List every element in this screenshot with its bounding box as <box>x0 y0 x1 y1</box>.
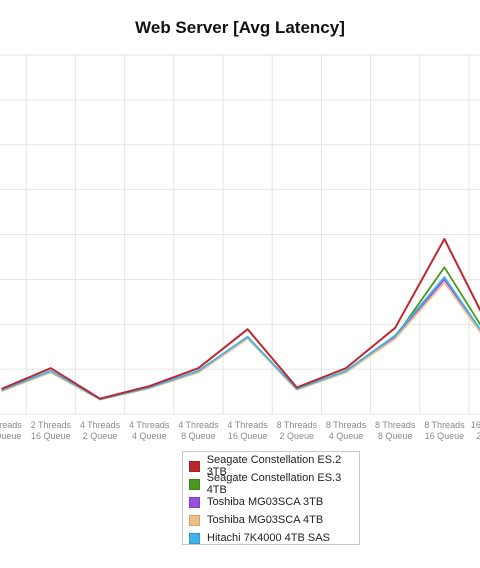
legend-label: Seagate Constellation ES.2 3TB <box>206 454 342 478</box>
legend-swatch <box>189 460 200 472</box>
legend-item[interactable]: Toshiba MG03SCA 4TB <box>189 511 359 529</box>
legend-swatch <box>189 514 200 526</box>
legend-item[interactable]: Hitachi 7K4000 4TB SAS <box>189 529 359 547</box>
series-line-5 <box>1 276 480 401</box>
grid-lines <box>0 54 480 415</box>
x-tick-label: 8 Threads 16 Queue <box>424 420 465 441</box>
x-tick-label: 8 Threads 4 Queue <box>326 420 367 441</box>
chart-title: Web Server [Avg Latency] <box>135 18 345 37</box>
x-tick-label: 4 Threads 4 Queue <box>129 420 170 441</box>
x-tick-label: 4 Threads 16 Queue <box>227 420 268 441</box>
legend-swatch <box>189 496 200 508</box>
legend-item[interactable]: Seagate Constellation ES.2 3TB <box>189 454 359 478</box>
legend-swatch <box>189 532 200 544</box>
series-line-2 <box>1 266 480 401</box>
x-tick-label: 8 Threads 8 Queue <box>375 420 416 441</box>
x-tick-label: 8 Threads 2 Queue <box>277 420 318 441</box>
legend-label: Toshiba MG03SCA 3TB <box>207 496 324 508</box>
legend-label: Hitachi 7K4000 4TB SAS <box>207 532 330 544</box>
series-lines <box>1 238 480 401</box>
legend-label: Toshiba MG03SCA 4TB <box>207 514 324 526</box>
x-tick-label: 2 Threads 16 Queue <box>31 420 72 441</box>
legend-label: Seagate Constellation ES.3 4TB <box>206 472 342 496</box>
series-line-1 <box>1 238 480 400</box>
legend-item[interactable]: Seagate Constellation ES.3 4TB <box>189 472 359 496</box>
x-tick-label: 4 Threads 8 Queue <box>178 420 219 441</box>
legend-swatch <box>189 478 200 490</box>
legend-item[interactable]: Toshiba MG03SCA 3TB <box>189 493 359 511</box>
legend: Seagate Constellation ES.2 3TB Seagate Co… <box>182 451 360 545</box>
x-tick-label: 4 Threads 2 Queue <box>80 420 121 441</box>
